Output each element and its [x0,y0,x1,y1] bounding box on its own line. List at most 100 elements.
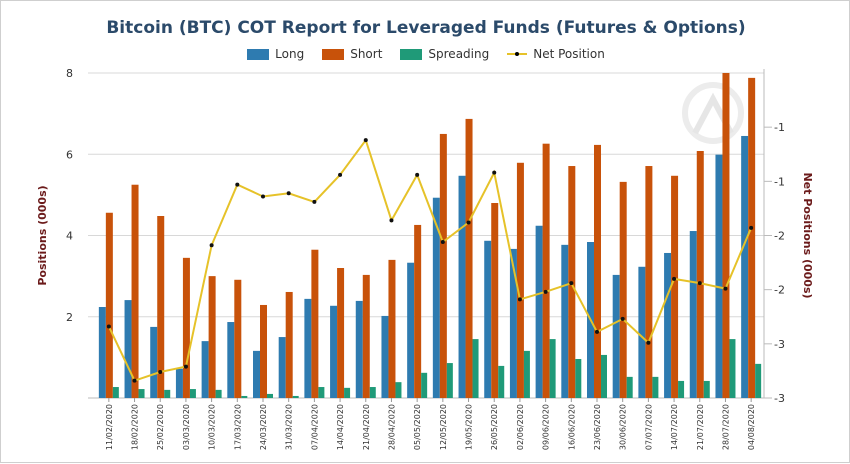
y2-tick-label: -3 [774,338,785,351]
bar-spreading [344,387,351,398]
net-position-point [312,199,317,204]
bar-spreading [575,359,582,398]
bar-spreading [267,393,273,398]
net-position-point [723,286,728,291]
y2-tick-label: -1 [774,121,785,134]
x-tick-label: 25/02/2020 [156,404,165,450]
bar-long [664,252,672,398]
net-position-point [209,243,214,248]
bar-short [105,212,113,398]
bar-spreading [626,376,633,398]
bar-short [414,224,422,398]
x-tick-label: 07/04/2020 [310,404,319,450]
x-tick-label: 11/02/2020 [105,404,114,450]
bar-short [645,166,653,398]
bar-spreading [729,339,736,398]
bar-spreading [318,387,325,398]
bar-long [330,305,338,398]
bar-spreading [678,380,685,398]
bar-long [407,262,415,398]
bar-spreading [395,382,402,398]
net-position-point [749,225,754,230]
bar-short [722,73,730,398]
legend-swatch-net [507,51,528,56]
bar-long [689,231,697,398]
x-tick-label: 05/05/2020 [413,404,422,450]
net-position-point [440,240,445,244]
x-tick-label: 09/06/2020 [542,404,551,450]
x-tick-label: 21/04/2020 [362,404,371,450]
bar-short [388,259,396,398]
legend-item-short[interactable]: Short [322,47,382,61]
net-position-point [492,170,497,175]
x-tick-label: 16/06/2020 [567,404,576,450]
bar-spreading [703,380,710,398]
bar-spreading [472,339,479,398]
bar-spreading [523,350,530,398]
x-tick-label: 24/03/2020 [259,404,268,450]
bar-long [561,244,569,398]
net-position-point [595,329,599,334]
bar-short [594,144,601,398]
net-position-point [389,218,394,223]
x-tick-label: 07/07/2020 [644,404,653,450]
bar-short [542,143,550,398]
y-tick-label: 6 [66,148,73,161]
bar-short [696,151,704,398]
bar-long [124,300,132,398]
bar-long [741,135,749,398]
bar-spreading [549,339,556,398]
net-position-point [620,316,625,321]
legend-label: Long [275,47,305,61]
bar-long [535,225,543,398]
bar-short [439,133,447,398]
bar-short [362,274,370,398]
bar-spreading [652,376,659,398]
x-tick-label: 12/05/2020 [439,404,448,450]
watermark-logo [682,82,744,144]
net-position-point [261,194,265,199]
bar-long [355,300,363,398]
bar-spreading [292,395,299,398]
bar-short [131,184,139,398]
chart-title: Bitcoin (BTC) COT Report for Leveraged F… [106,18,746,38]
x-tick-label: 04/08/2020 [747,404,756,450]
y2-tick-label: -3 [774,392,785,405]
bar-long [484,240,492,398]
legend: Long Short Spreading Net Position [1,47,850,61]
bar-long [458,175,466,398]
x-tick-label: 19/05/2020 [465,404,474,450]
legend-item-long[interactable]: Long [247,47,304,61]
legend-swatch-spreading [400,48,423,60]
legend-label: Spreading [428,47,490,61]
legend-label: Net Position [533,47,605,61]
legend-item-net-position[interactable]: Net Position [507,47,605,61]
net-position-point [543,289,548,294]
bar-long [304,298,312,398]
y2-tick-label: -1 [774,175,785,188]
legend-swatch-short [322,48,345,60]
bar-short [671,175,679,398]
bar-long [715,154,723,398]
x-tick-label: 28/07/2020 [721,404,730,450]
bar-spreading [498,365,505,398]
net-position-point [286,191,291,196]
bar-spreading [189,389,196,398]
x-tick-label: 26/05/2020 [490,404,499,450]
net-position-point [517,297,522,302]
x-tick-label: 28/04/2020 [387,404,396,450]
bar-spreading [215,389,222,398]
legend-item-spreading[interactable]: Spreading [400,47,489,61]
bar-long [98,307,106,398]
x-tick-label: 17/03/2020 [233,404,242,450]
bar-long [509,248,517,398]
net-position-point [569,281,574,286]
bar-spreading [601,354,607,398]
bar-short [465,118,473,398]
bar-spreading [241,395,248,398]
y-axis-title: Positions (000s) [36,185,49,285]
net-position-point [183,364,188,369]
bar-long [381,315,389,398]
bar-spreading [446,363,453,398]
y2-tick-label: -2 [774,284,785,297]
